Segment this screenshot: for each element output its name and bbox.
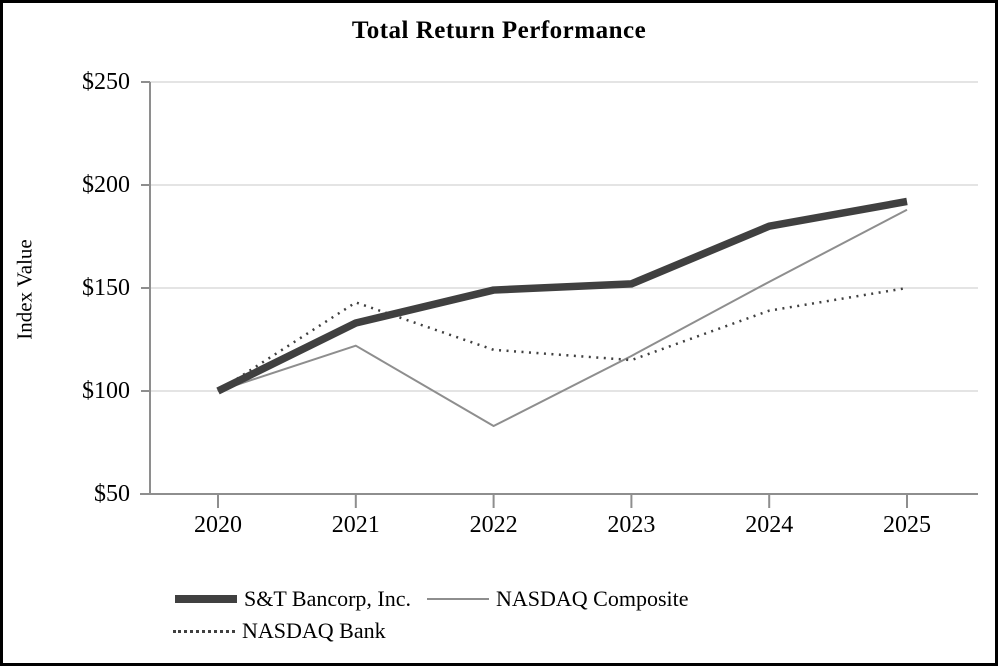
series-line-s-t-bancorp-inc [216, 197, 908, 395]
chart-title: Total Return Performance [351, 17, 647, 44]
legend-label-nasdaq-composite: NASDAQ Composite [496, 586, 689, 611]
legend-item-nasdaq-bank: NASDAQ Bank [173, 618, 386, 644]
x-tick-label: 2023 [607, 512, 656, 538]
series-line-nasdaq-bank [217, 286, 908, 393]
plot-area [140, 81, 978, 508]
y-tick-label: $100 [82, 378, 130, 404]
y-tick-label: $200 [82, 172, 130, 198]
x-tick-label: 2022 [469, 512, 518, 538]
y-tick-label: $250 [82, 69, 130, 95]
legend-item-nasdaq-composite: NASDAQ Composite [427, 586, 689, 612]
legend-swatch-thin-line [427, 598, 489, 600]
x-tick-label: 2021 [331, 512, 380, 538]
legend-swatch-thick-line [175, 595, 237, 603]
legend-label-st-bancorp: S&T Bancorp, Inc. [244, 586, 412, 611]
legend-label-nasdaq-bank: NASDAQ Bank [242, 618, 386, 643]
x-tick-label: 2024 [745, 512, 794, 538]
x-tick-label: 2020 [194, 512, 242, 538]
legend-item-st-bancorp: S&T Bancorp, Inc. [175, 586, 411, 612]
series-line-nasdaq-composite [217, 208, 908, 428]
y-tick-label: $50 [94, 481, 130, 507]
legend-swatch-dotted-line [173, 629, 235, 633]
x-tick-label: 2025 [883, 512, 931, 538]
y-tick-label: $150 [82, 275, 130, 301]
